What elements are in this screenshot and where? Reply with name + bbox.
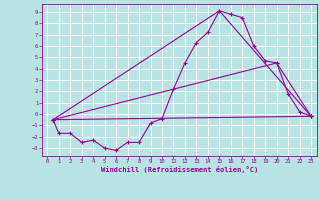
X-axis label: Windchill (Refroidissement éolien,°C): Windchill (Refroidissement éolien,°C) [100, 166, 258, 173]
